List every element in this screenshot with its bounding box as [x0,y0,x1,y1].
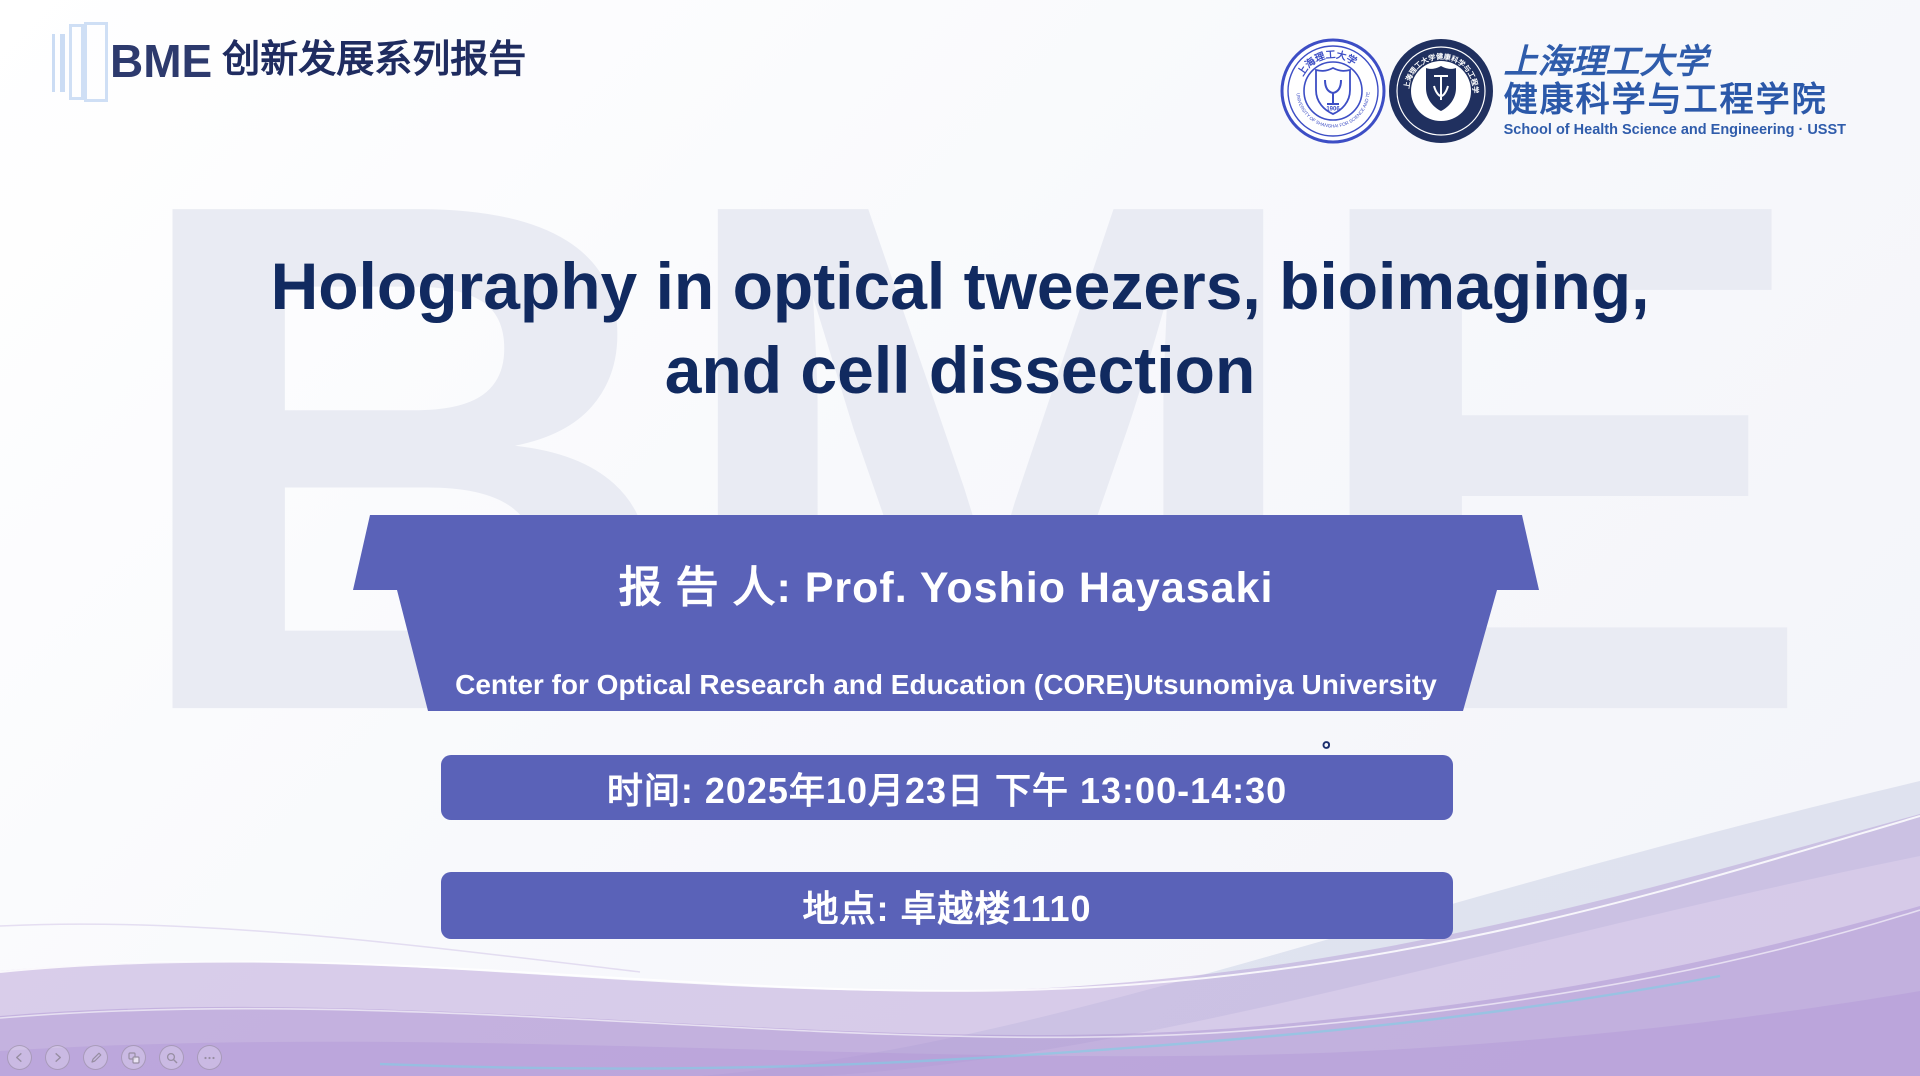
svg-text:1906: 1906 [1326,107,1340,113]
pen-tool-button[interactable] [83,1045,108,1070]
stray-period-mark: 。 [1322,727,1345,752]
talk-title-line1: Holography in optical tweezers, bioimagi… [270,249,1650,323]
talk-title: Holography in optical tweezers, bioimagi… [0,244,1920,412]
zoom-slide-button[interactable] [159,1045,184,1070]
previous-arrow-icon [16,1052,22,1063]
background-waves [0,781,1920,1076]
next-arrow-icon [55,1052,61,1063]
org-name-calligraphy: 上海理工大学 [1503,41,1708,82]
usst-university-logo: 上海理工大学 UNIVERSITY OF SHANGHAI FOR SCIENC… [1280,38,1386,144]
series-title-zh: 创新发展系列报告 [222,39,527,82]
series-header: BME 创新发展系列报告 [44,22,527,102]
speaker-affiliation: Center for Optical Research and Educatio… [455,669,1437,700]
pen-icon [90,1052,101,1063]
all-slides-button[interactable] [121,1045,146,1070]
speaker-name: 报 告 人: Prof. Yoshio Hayasaki [618,564,1274,612]
more-options-button[interactable] [197,1045,222,1070]
school-name-en: School of Health Science and Engineering… [1503,122,1846,139]
school-name-zh: 健康科学与工程学院 [1503,81,1828,120]
ellipsis-icon [204,1056,215,1059]
series-bme-label: BME [110,35,213,87]
talk-title-line2: and cell dissection [664,333,1256,407]
next-slide-button[interactable] [45,1045,70,1070]
org-header: 上海理工大学 UNIVERSITY OF SHANGHAI FOR SCIENC… [1280,38,1846,144]
previous-slide-button[interactable] [7,1045,32,1070]
presenter-controls [7,1045,235,1070]
magnifier-icon [166,1052,177,1063]
slides-grid-icon [127,1051,140,1064]
org-name-block: 上海理工大学 健康科学与工程学院 School of Health Scienc… [1503,41,1846,139]
location-bar: 地点: 卓越楼1110 [441,872,1453,939]
bars-decoration-icon [44,22,108,102]
time-bar: 时间: 2025年10月23日 下午 13:00-14:30 [441,755,1453,820]
